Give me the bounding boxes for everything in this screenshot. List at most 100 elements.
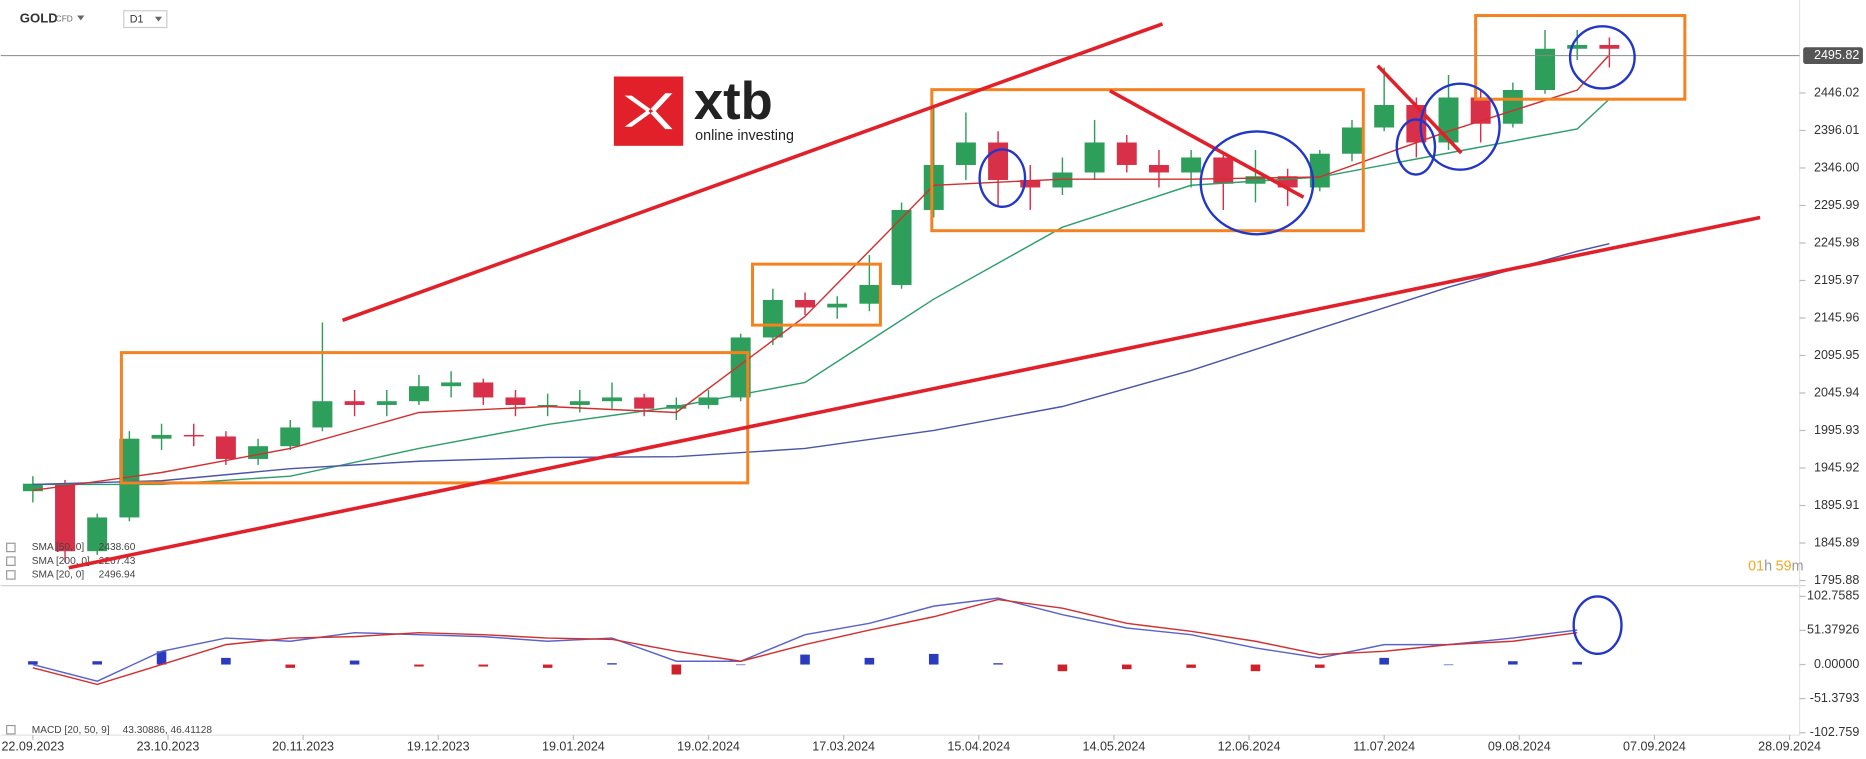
candle-body [441, 382, 462, 387]
histogram-bar [221, 657, 231, 665]
candle-body [1277, 176, 1298, 188]
candle-body [473, 382, 494, 398]
candle-body [1502, 89, 1523, 124]
histogram-bar [92, 661, 102, 665]
highlight-circle [1572, 595, 1623, 656]
range-box [119, 351, 750, 485]
histogram-bar [864, 657, 875, 665]
y-tick-label: 1995.93 [1814, 423, 1859, 437]
candle-body [827, 303, 848, 308]
symbol-dropdown[interactable] [77, 15, 85, 21]
y-tick-label: 2245.98 [1814, 235, 1859, 249]
histogram-bar [800, 654, 810, 665]
candle-body [1470, 97, 1491, 124]
countdown-hours: 01 [1748, 558, 1764, 574]
histogram-bar [1443, 664, 1454, 666]
trend-line [341, 22, 1164, 323]
candle-body [1374, 104, 1395, 128]
candle-body [22, 483, 43, 492]
candle-body [1213, 157, 1234, 184]
candle-body [891, 209, 912, 285]
y-tick-label: -102.759 [1810, 725, 1860, 739]
histogram-bar [349, 660, 360, 665]
x-tick-label: 28.09.2024 [1758, 739, 1821, 753]
histogram-bar [1250, 664, 1261, 672]
candle-body [1599, 44, 1620, 49]
x-tick-label: 19.12.2023 [407, 739, 470, 753]
range-box [751, 262, 882, 327]
histogram-bar [1121, 664, 1132, 670]
y-tick-label: 1795.88 [1814, 573, 1859, 587]
candle-body [151, 434, 172, 439]
y-tick-label: 2295.99 [1814, 198, 1859, 212]
histogram-bar [285, 664, 296, 668]
histogram-bar [414, 664, 424, 667]
y-tick-label: 1945.92 [1814, 460, 1859, 474]
y-tick-label: 102.7585 [1807, 589, 1859, 603]
countdown-m: m [1792, 558, 1804, 574]
candle-body [1020, 179, 1041, 188]
symbol[interactable]: GOLD [20, 11, 58, 26]
candle-body [1438, 97, 1459, 143]
indicator-line [32, 598, 1578, 686]
candle-body [1116, 142, 1137, 165]
histogram-bar [28, 661, 38, 665]
x-tick-label: 07.09.2024 [1623, 739, 1686, 753]
y-tick-label: 51.37926 [1807, 623, 1859, 637]
range-box [930, 88, 1365, 233]
y-tick-label: 1845.89 [1814, 535, 1859, 549]
x-tick-label: 23.10.2023 [137, 739, 200, 753]
candle-body [376, 401, 397, 405]
candle-body [1342, 127, 1362, 154]
y-tick-label: 2346.00 [1814, 160, 1859, 174]
timeframe-box[interactable] [123, 10, 168, 29]
y-tick-label: 2145.96 [1814, 310, 1859, 324]
highlight-circle [1199, 130, 1315, 236]
candle-body [1535, 48, 1556, 90]
histogram-bar [1379, 657, 1389, 665]
candle-body [1309, 153, 1330, 188]
histogram-bar [735, 664, 746, 666]
trend-line [1376, 64, 1463, 155]
y-tick-label: -51.3793 [1810, 691, 1860, 705]
x-tick-label: 19.02.2024 [677, 739, 740, 753]
highlight-circle [978, 148, 1027, 208]
y-tick-label: 2446.02 [1814, 85, 1859, 99]
histogram-bar [1315, 664, 1325, 668]
candle-body [183, 434, 204, 437]
x-tick-label: 20.11.2023 [272, 739, 334, 753]
legend-icon [6, 542, 16, 553]
indicator-line [32, 597, 1578, 682]
timeframe[interactable]: D1 [130, 14, 144, 26]
legend-value: 2438.60 [99, 542, 136, 553]
histogram-bar [671, 664, 682, 675]
candle-body [312, 401, 333, 428]
x-tick-label: 22.09.2023 [1, 739, 64, 753]
candle-body [955, 142, 976, 165]
current-price-label: 2495.82 [1814, 48, 1859, 62]
candle-body [1084, 142, 1105, 173]
logo-name: xtb [694, 72, 773, 131]
annotations [68, 14, 1761, 656]
highlight-circle [1568, 25, 1636, 90]
legend-icon [6, 570, 16, 580]
histogram-bar [542, 664, 553, 668]
legend-icon [6, 724, 16, 735]
candle-body [634, 397, 655, 409]
timeframe-dropdown[interactable] [154, 16, 163, 22]
candle-body [602, 397, 622, 402]
countdown-minutes: 59 [1776, 558, 1792, 574]
candle-body [795, 299, 816, 308]
countdown: 01h 59m [1748, 558, 1803, 574]
y-tick-label: 0.00000 [1814, 657, 1859, 671]
trend-line [1109, 89, 1305, 199]
histogram-bar [1572, 661, 1582, 665]
x-tick-label: 12.06.2024 [1218, 739, 1281, 753]
candle-body [1148, 164, 1169, 173]
sma-line [32, 98, 1610, 486]
symbol-type: CFD [56, 13, 73, 23]
legend-name: MACD [20, 50, 9] [32, 725, 110, 736]
candle-body [537, 404, 558, 407]
